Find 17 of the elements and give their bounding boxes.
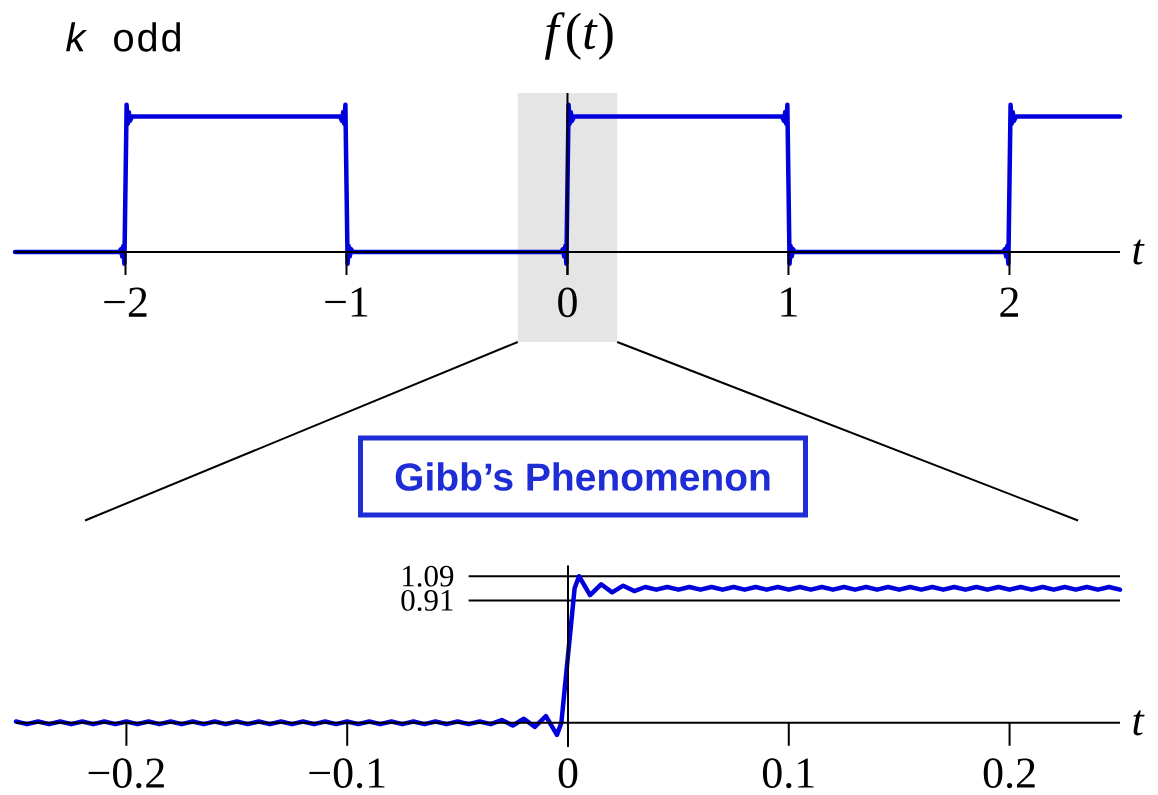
y-tick-label: 0.91 [401, 589, 453, 611]
x-tick-label: 1 [781, 287, 797, 317]
x-tick-label: 2 [1000, 287, 1019, 317]
x-tick-label: 0.2 [983, 758, 1035, 789]
x-tick-label: 0.1 [762, 758, 814, 789]
x-tick-label: 0 [558, 758, 578, 789]
x-tick-label: −1 [325, 287, 368, 317]
chart-title: f(t) [544, 12, 613, 60]
x-tick-label: 0 [558, 287, 577, 318]
x-axis-title: t [1133, 239, 1145, 265]
x-tick-label: −2 [104, 287, 147, 317]
y-tick-label: 1.09 [402, 565, 454, 587]
x-axis-title: t [1133, 710, 1145, 736]
text: k odd [66, 22, 181, 52]
x-tick-label: −0.2 [88, 758, 164, 789]
x-tick-label: −0.1 [309, 758, 385, 789]
text: Gibb’s Phenomenon [395, 462, 770, 491]
